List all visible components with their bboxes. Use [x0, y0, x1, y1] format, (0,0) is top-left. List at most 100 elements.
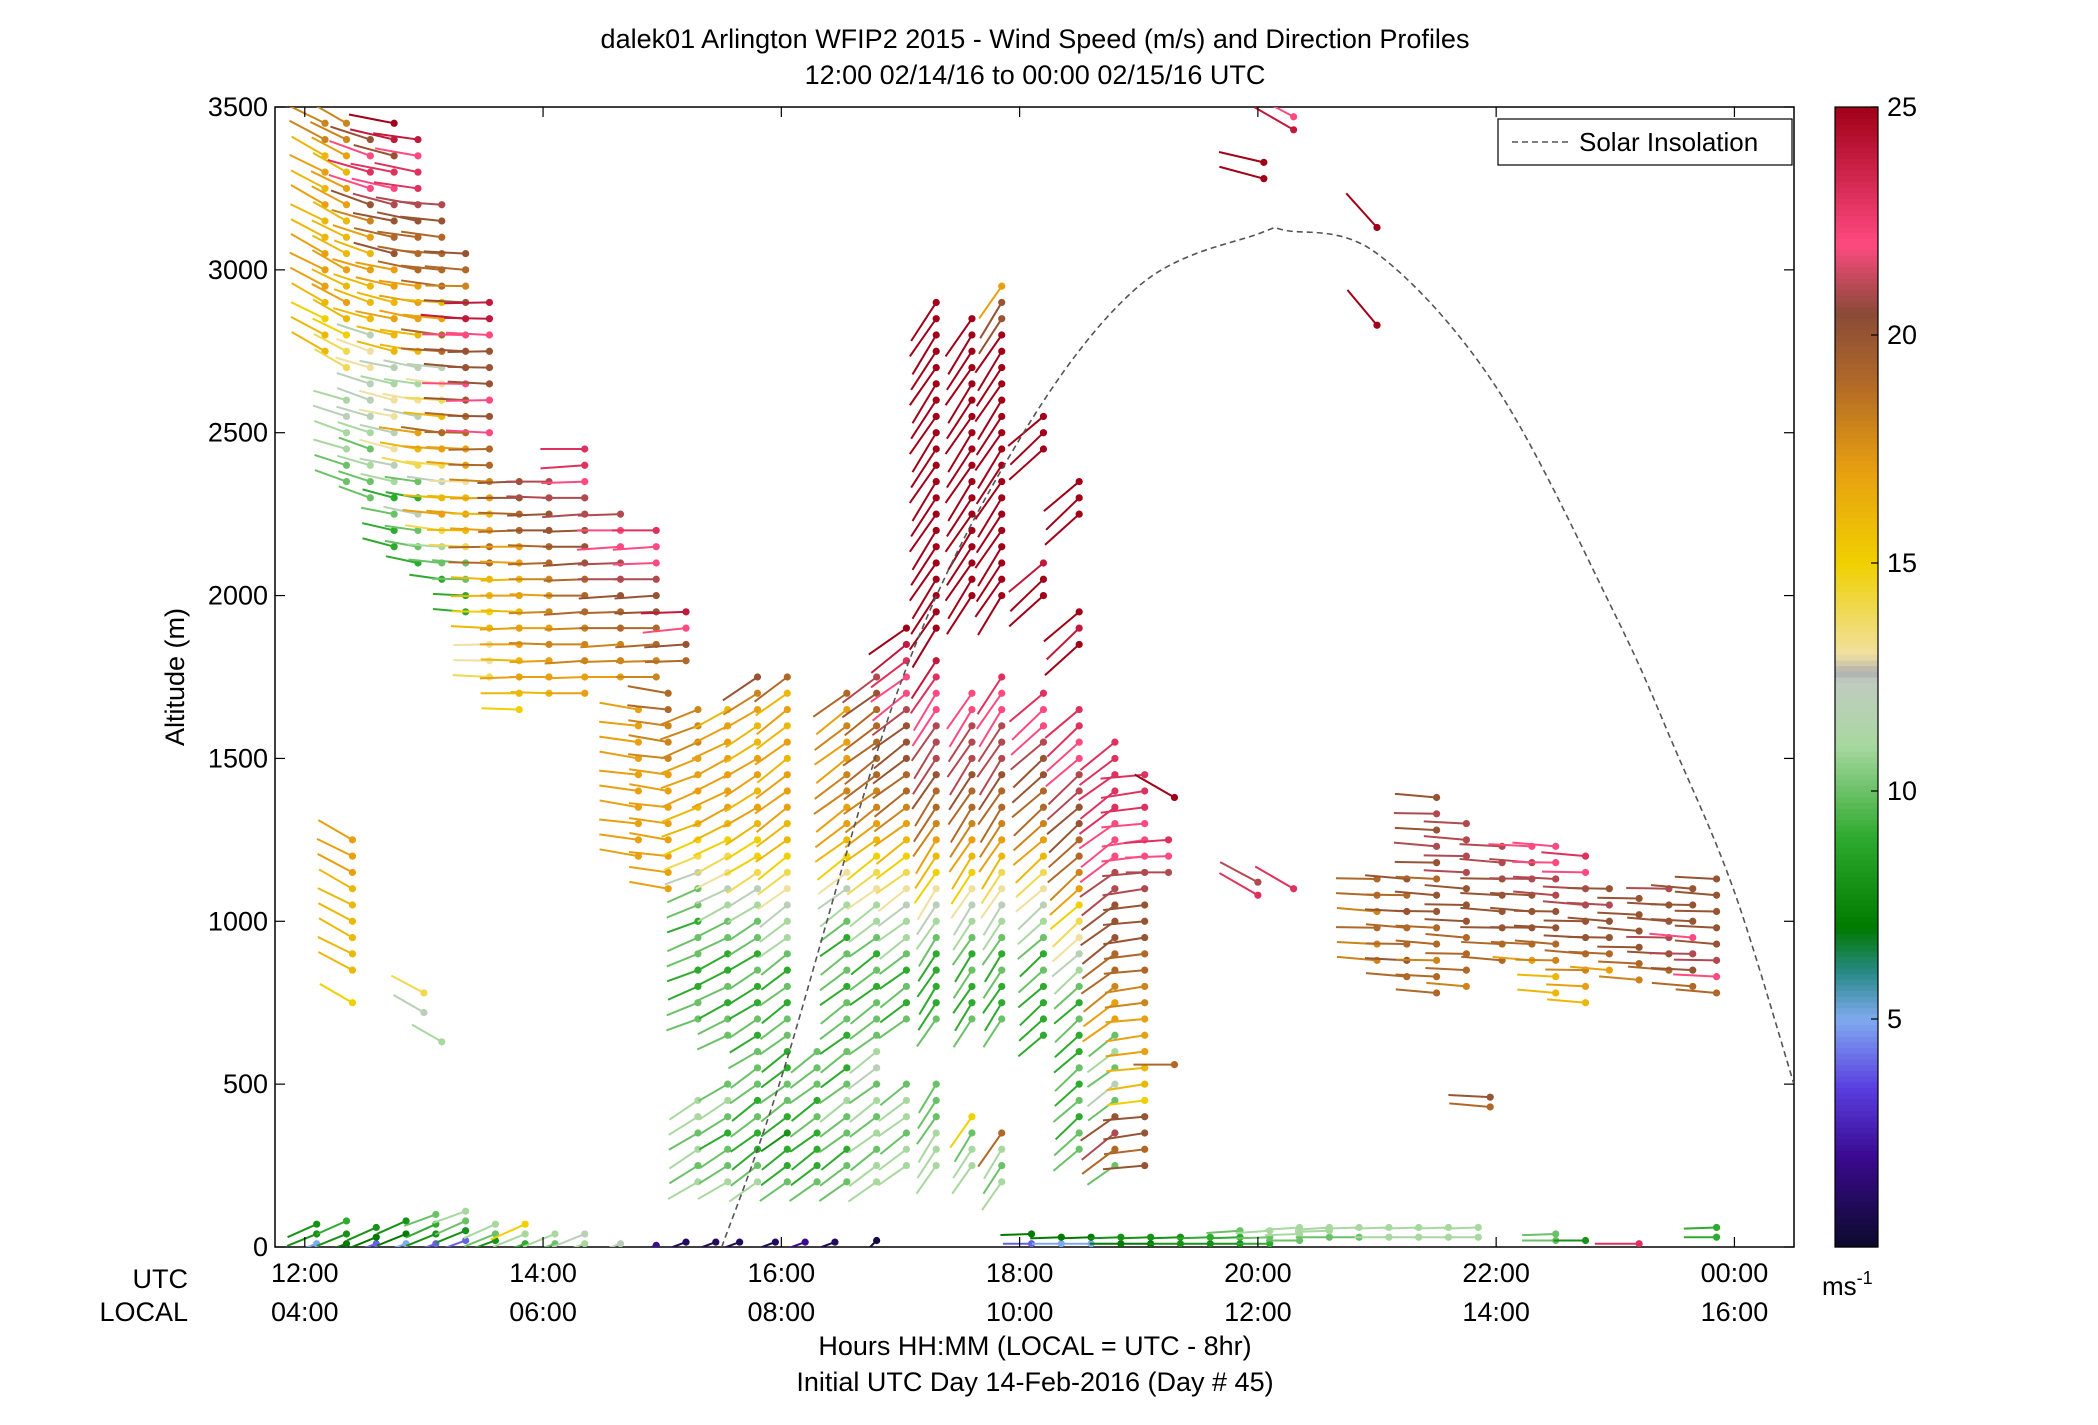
wind-barb-dot	[1111, 982, 1119, 991]
wind-barb-dot	[843, 819, 851, 828]
wind-barb-shaft	[722, 676, 759, 702]
wind-barb-dot	[634, 852, 642, 860]
wind-barb-shaft	[946, 350, 973, 391]
wind-barb-dot	[753, 917, 762, 925]
wind-barb-shaft	[1394, 860, 1437, 864]
wind-barb-dot	[390, 249, 398, 258]
wind-barb-dot	[932, 1113, 940, 1121]
wind-barb-dot	[694, 705, 702, 714]
wind-barb-dot	[1712, 973, 1721, 981]
wind-barb-shaft	[760, 1115, 788, 1138]
x-tick-label-utc: 12:00	[271, 1258, 339, 1288]
colorbar-segment	[1835, 186, 1878, 194]
wind-barb-dot	[902, 722, 911, 730]
wind-barb-shaft	[753, 676, 788, 703]
wind-barb-dot	[843, 901, 851, 909]
wind-barb-shaft	[399, 200, 442, 206]
wind-barb-shaft	[1102, 1115, 1145, 1122]
wind-barb-dot	[902, 1145, 911, 1153]
wind-barb-dot	[813, 1047, 821, 1056]
wind-barb-shaft	[1423, 854, 1467, 858]
colorbar-segment	[1835, 192, 1878, 199]
wind-barb-dot	[1462, 852, 1470, 860]
wind-barb-dot	[390, 510, 398, 518]
wind-barb-dot	[998, 591, 1006, 600]
wind-barb-dot	[342, 396, 351, 404]
wind-barb-shaft	[952, 969, 973, 999]
wind-barb-shaft	[910, 399, 938, 440]
wind-barb-dot	[932, 933, 940, 942]
y-tick-label: 1000	[208, 906, 268, 936]
colorbar-segment	[1835, 528, 1878, 536]
wind-barb-dot	[1141, 966, 1149, 974]
colorbar-segment	[1835, 545, 1878, 553]
wind-barb-shaft	[332, 307, 371, 320]
wind-barb-shaft	[696, 985, 729, 1002]
wind-barb-shaft	[975, 562, 1003, 603]
wind-barb-shaft	[405, 1223, 437, 1239]
wind-barb-dot	[390, 233, 398, 241]
wind-barb-shaft	[373, 181, 419, 190]
wind-barb-shaft	[816, 855, 848, 881]
wind-barb-dot	[402, 1217, 410, 1225]
wind-barb-shaft	[694, 855, 729, 875]
wind-barb-shaft	[1567, 916, 1610, 923]
wind-barb-shaft	[975, 513, 1003, 554]
wind-barb-shaft	[616, 659, 657, 664]
colorbar-segment	[1835, 426, 1878, 433]
wind-barb-shaft	[394, 1242, 407, 1247]
wind-barb-shaft	[917, 1099, 938, 1130]
wind-barb-shaft	[944, 562, 973, 602]
wind-barb-shaft	[1012, 839, 1045, 866]
wind-barb-shaft	[1107, 1099, 1145, 1107]
wind-barb-dot	[390, 266, 398, 274]
wind-barb-shaft	[304, 1242, 318, 1247]
wind-barb-dot	[1712, 1233, 1721, 1241]
wind-barb-dot	[581, 477, 589, 486]
wind-barb-shaft	[729, 920, 759, 941]
wind-barb-dot	[1141, 1047, 1149, 1056]
wind-barb-shaft	[977, 725, 1003, 763]
colorbar-segment	[1835, 716, 1878, 724]
wind-barb-shaft	[849, 1099, 878, 1123]
wind-barb-shaft	[820, 1148, 848, 1171]
wind-barb-shaft	[844, 839, 878, 863]
wind-barb-shaft	[1106, 1083, 1145, 1092]
wind-barb-dot	[783, 999, 791, 1007]
wind-barb-dot	[1111, 999, 1119, 1007]
wind-barb-dot	[1111, 885, 1119, 893]
wind-barb-shaft	[872, 757, 908, 785]
wind-barb-shaft	[362, 488, 395, 499]
wind-barb-dot	[968, 1161, 976, 1170]
wind-barb-shaft	[331, 208, 371, 222]
wind-barb-dot	[1474, 1233, 1482, 1241]
wind-barb-dot	[873, 917, 881, 925]
colorbar-segment	[1835, 591, 1878, 598]
wind-barb-dot	[843, 1113, 851, 1121]
wind-barb-shaft	[447, 365, 490, 369]
wind-barb-shaft	[948, 774, 973, 811]
wind-barb-shaft	[376, 1220, 407, 1235]
wind-barb-shaft	[599, 735, 639, 744]
wind-barb-dot	[652, 559, 660, 567]
wind-barb-shaft	[336, 338, 371, 353]
wind-barb-shaft	[1046, 725, 1080, 758]
wind-barb-shaft	[327, 158, 371, 174]
wind-barb-dot	[1075, 999, 1083, 1007]
wind-barb-dot	[390, 526, 398, 535]
wind-barb-shaft	[541, 480, 585, 485]
wind-barb-shaft	[814, 725, 848, 751]
wind-barb-dot	[902, 917, 911, 925]
wind-barb-shaft	[1650, 966, 1693, 972]
wind-barb-dot	[414, 184, 422, 193]
wind-barb-shaft	[879, 1001, 908, 1024]
wind-barb-shaft	[789, 1115, 818, 1138]
wind-barb-shaft	[383, 378, 419, 385]
wind-barb-shaft	[478, 511, 520, 516]
wind-barb-shaft	[1078, 757, 1116, 786]
wind-barb-shaft	[1044, 643, 1080, 676]
wind-barb-dot	[1039, 705, 1048, 714]
colorbar-segment	[1835, 1053, 1878, 1060]
wind-barb-shaft	[755, 725, 788, 750]
wind-barb-shaft	[1030, 1236, 1062, 1240]
